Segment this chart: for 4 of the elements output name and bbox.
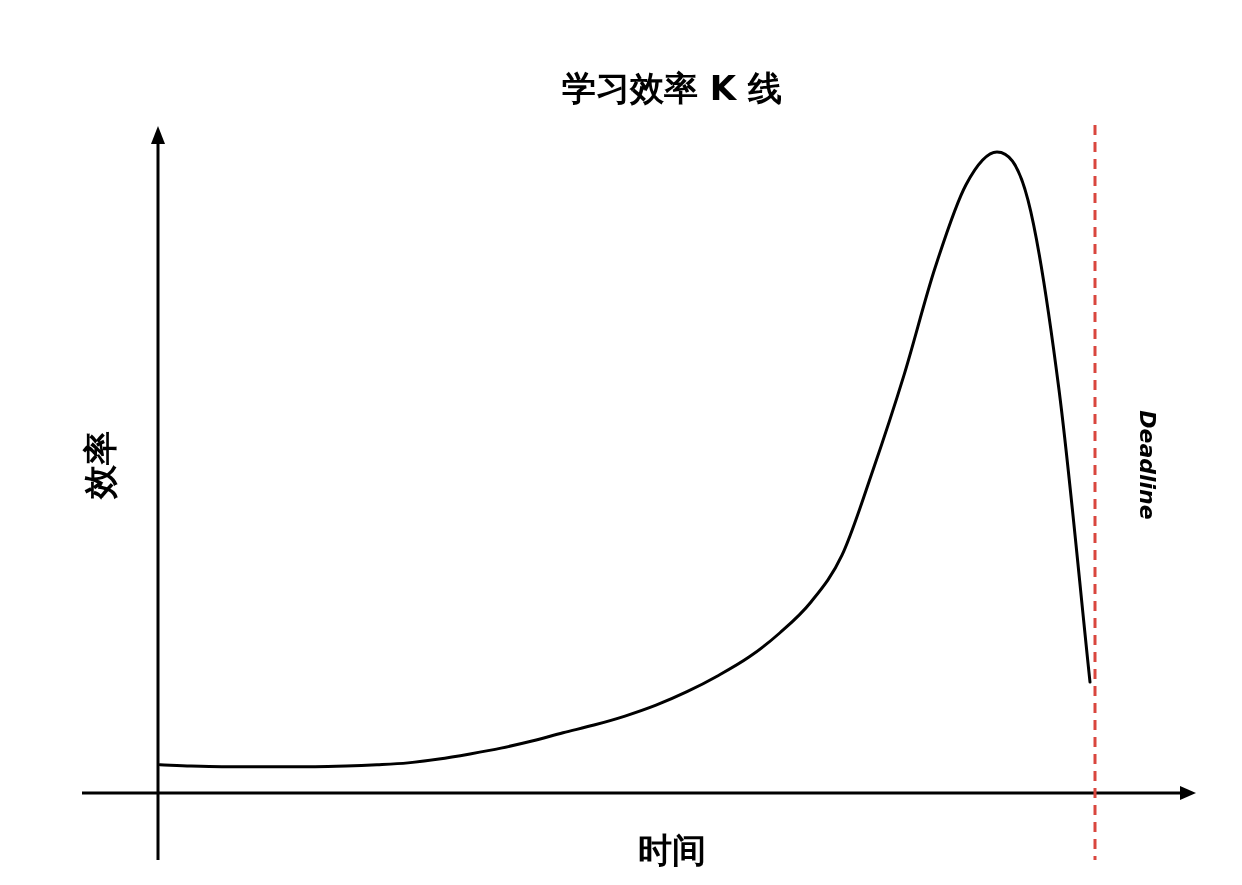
chart-title: 学习效率 K 线 — [561, 68, 783, 108]
x-axis-title: 时间 — [638, 830, 706, 870]
text: Deadline — [1135, 410, 1160, 520]
y-axis-title: 效率 — [80, 431, 120, 500]
